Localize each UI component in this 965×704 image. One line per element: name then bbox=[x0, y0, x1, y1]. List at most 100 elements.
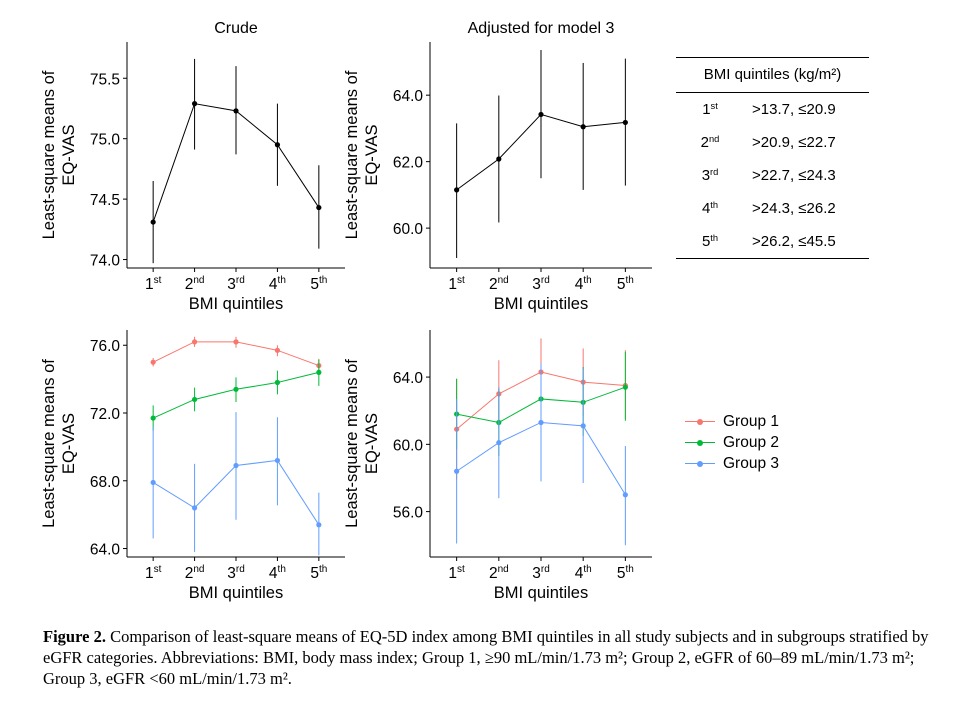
series-1 bbox=[454, 49, 628, 259]
bmi-quintiles-table: BMI quintiles (kg/m²) 1st >13.7, ≤20.9 2nd… bbox=[676, 57, 869, 259]
data-point bbox=[622, 119, 628, 126]
data-point bbox=[274, 142, 281, 148]
x-axis-label: BMI quintiles bbox=[189, 295, 283, 313]
table-row: 2nd >20.9, ≤22.7 bbox=[676, 126, 869, 159]
data-point bbox=[580, 124, 586, 130]
y-tick-label: 76.0 bbox=[90, 338, 121, 355]
y-tick-label: 74.5 bbox=[90, 192, 120, 209]
data-point bbox=[274, 457, 281, 464]
quintile-label: 1st bbox=[702, 100, 718, 118]
x-tick-label: 2nd bbox=[185, 564, 205, 582]
quintile-range: >13.7, ≤20.9 bbox=[752, 101, 836, 118]
table-header: BMI quintiles (kg/m²) bbox=[676, 58, 869, 93]
y-tick-label: 72.0 bbox=[90, 406, 121, 423]
data-point bbox=[233, 462, 239, 469]
data-point bbox=[580, 423, 586, 429]
y-axis-label: Least-square means of EQ-VAS bbox=[40, 70, 78, 239]
chart-legend: Group 1 Group 2 Group 3 bbox=[683, 411, 779, 474]
x-tick-label: 5th bbox=[310, 564, 327, 582]
x-tick-label: 2nd bbox=[489, 564, 509, 582]
x-axis-label: BMI quintiles bbox=[494, 584, 588, 602]
data-point bbox=[191, 101, 198, 107]
data-point bbox=[622, 492, 628, 498]
table-row: 3rd >22.7, ≤24.3 bbox=[676, 159, 869, 192]
x-tick-label: 5th bbox=[617, 275, 634, 293]
data-point bbox=[150, 479, 156, 486]
x-tick-label: 3rd bbox=[532, 275, 550, 293]
caption-label: Figure 2. bbox=[43, 627, 106, 646]
data-point bbox=[454, 468, 460, 474]
x-tick-label: 5th bbox=[310, 275, 327, 293]
table-body: 1st >13.7, ≤20.9 2nd >20.9, ≤22.7 3rd >22.7, … bbox=[676, 93, 869, 258]
table-row: 1st >13.7, ≤20.9 bbox=[676, 93, 869, 126]
quintile-range: >24.3, ≤26.2 bbox=[752, 200, 836, 217]
quintile-label: 2nd bbox=[700, 133, 720, 151]
chart-panel-2: Adjusted for model 3 60.0 62.0 64.0 1st 2nd 3r… bbox=[343, 20, 652, 313]
data-point bbox=[150, 415, 156, 421]
chart-panel-3: 64.0 68.0 72.0 76.0 1st 2nd 3rd 4th 5th BMI quint… bbox=[40, 330, 345, 602]
data-point bbox=[622, 384, 628, 390]
quintile-range: >22.7, ≤24.3 bbox=[752, 167, 836, 184]
data-point bbox=[233, 339, 239, 345]
quintile-range: >26.2, ≤45.5 bbox=[752, 233, 836, 250]
chart-title: Adjusted for model 3 bbox=[468, 20, 615, 37]
data-point bbox=[496, 156, 502, 162]
y-tick-label: 60.0 bbox=[393, 221, 424, 238]
data-point bbox=[274, 379, 281, 386]
data-point bbox=[233, 108, 239, 114]
data-point bbox=[274, 347, 281, 353]
legend-key bbox=[683, 411, 717, 432]
legend-label: Group 1 bbox=[723, 412, 780, 430]
data-point bbox=[316, 204, 322, 211]
legend-item: Group 3 bbox=[683, 453, 779, 474]
y-tick-label: 74.0 bbox=[90, 253, 121, 270]
data-point bbox=[150, 359, 156, 365]
data-point bbox=[191, 396, 198, 403]
series-3 bbox=[150, 412, 322, 556]
data-point bbox=[233, 386, 239, 392]
data-point bbox=[538, 111, 544, 118]
chart-panel-1: Crude 74.0 74.5 75.0 75.5 1st 2nd 3rd 4th 5th BMI … bbox=[40, 20, 345, 313]
data-point bbox=[316, 522, 322, 528]
quintile-label: 4th bbox=[701, 199, 719, 217]
caption-text: Comparison of least-square means of EQ-5… bbox=[43, 627, 929, 688]
data-point bbox=[454, 187, 460, 193]
x-tick-label: 4th bbox=[269, 275, 286, 293]
y-axis-label: Least-square means of EQ-VAS bbox=[343, 359, 381, 528]
data-point bbox=[191, 505, 198, 511]
y-tick-label: 62.0 bbox=[393, 155, 424, 172]
x-tick-label: 1st bbox=[448, 275, 465, 293]
table-row: 5th >26.2, ≤45.5 bbox=[676, 225, 869, 258]
series-3 bbox=[454, 363, 628, 546]
quintile-label: 5th bbox=[701, 232, 719, 250]
legend-label: Group 2 bbox=[723, 433, 780, 451]
x-tick-label: 4th bbox=[575, 275, 592, 293]
y-axis-label: Least-square means of EQ-VAS bbox=[343, 70, 381, 239]
x-tick-label: 4th bbox=[575, 564, 592, 582]
data-point bbox=[191, 339, 198, 345]
legend-key bbox=[683, 453, 717, 474]
y-tick-label: 75.0 bbox=[90, 132, 121, 149]
x-tick-label: 3rd bbox=[532, 564, 550, 582]
chart-panel-4: 56.0 60.0 64.0 1st 2nd 3rd 4th 5th BMI quintiles… bbox=[343, 330, 652, 602]
x-axis-label: BMI quintiles bbox=[494, 295, 588, 313]
x-axis-label: BMI quintiles bbox=[189, 584, 283, 602]
series-1 bbox=[150, 58, 322, 264]
y-tick-label: 64.0 bbox=[393, 370, 424, 387]
y-tick-label: 56.0 bbox=[393, 505, 424, 522]
y-tick-label: 64.0 bbox=[90, 542, 121, 559]
data-point bbox=[538, 419, 544, 426]
y-axis-label: Least-square means of EQ-VAS bbox=[40, 359, 78, 528]
x-tick-label: 1st bbox=[145, 564, 162, 582]
chart-title: Crude bbox=[214, 20, 258, 37]
y-tick-label: 75.5 bbox=[90, 71, 120, 88]
table-row: 4th >24.3, ≤26.2 bbox=[676, 192, 869, 225]
x-tick-label: 3rd bbox=[227, 275, 245, 293]
series-1 bbox=[150, 336, 322, 373]
y-tick-label: 68.0 bbox=[90, 474, 121, 491]
x-tick-label: 5th bbox=[617, 564, 634, 582]
quintile-label: 3rd bbox=[701, 166, 719, 184]
x-tick-label: 2nd bbox=[185, 275, 205, 293]
data-point bbox=[316, 369, 322, 375]
